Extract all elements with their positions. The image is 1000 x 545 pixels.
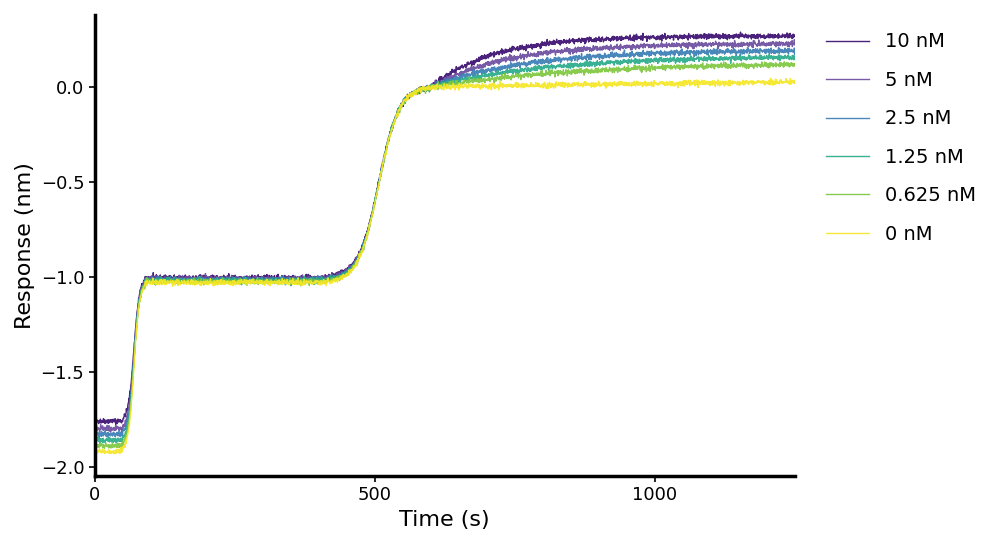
- 5 nM: [360, 232, 372, 238]
- 1.25 nM: [89, 434, 101, 441]
- 2.5 nM: [714, 48, 726, 54]
- 2.5 nM: [479, 66, 491, 73]
- 0 nM: [360, 233, 372, 240]
- 5 nM: [89, 425, 101, 431]
- 0.625 nM: [778, 58, 790, 65]
- Legend: 10 nM, 5 nM, 2.5 nM, 1.25 nM, 0.625 nM, 0 nM: 10 nM, 5 nM, 2.5 nM, 1.25 nM, 0.625 nM, …: [819, 25, 984, 251]
- 10 nM: [659, 33, 671, 40]
- 10 nM: [789, 32, 801, 39]
- 2.5 nM: [659, 52, 671, 58]
- 2.5 nM: [360, 231, 372, 238]
- 5 nM: [688, 44, 700, 51]
- 5 nM: [103, 428, 115, 434]
- 1.25 nM: [94, 440, 106, 446]
- 0 nM: [103, 450, 115, 457]
- 0.625 nM: [789, 63, 801, 69]
- 5 nM: [714, 43, 726, 49]
- 2.5 nM: [93, 434, 105, 440]
- 10 nM: [103, 418, 115, 425]
- Line: 5 nM: 5 nM: [95, 40, 795, 432]
- 10 nM: [360, 231, 372, 237]
- Line: 2.5 nM: 2.5 nM: [95, 47, 795, 437]
- 0 nM: [479, 82, 491, 89]
- 2.5 nM: [103, 431, 115, 437]
- Line: 0 nM: 0 nM: [95, 78, 795, 453]
- 0.625 nM: [103, 441, 115, 448]
- X-axis label: Time (s): Time (s): [399, 510, 490, 530]
- Line: 1.25 nM: 1.25 nM: [95, 54, 795, 443]
- 10 nM: [479, 53, 491, 60]
- 10 nM: [688, 35, 700, 41]
- 0.625 nM: [115, 446, 127, 452]
- 10 nM: [735, 29, 747, 35]
- 5 nM: [789, 41, 801, 48]
- 0 nM: [789, 79, 801, 86]
- 1.25 nM: [659, 58, 671, 64]
- 10 nM: [89, 417, 101, 423]
- 0.625 nM: [714, 64, 726, 70]
- Y-axis label: Response (nm): Response (nm): [15, 162, 35, 329]
- 2.5 nM: [688, 50, 700, 56]
- 0.625 nM: [360, 233, 372, 240]
- 1.25 nM: [103, 439, 115, 445]
- 1.25 nM: [479, 69, 491, 76]
- 1.25 nM: [789, 53, 801, 59]
- 10 nM: [110, 421, 122, 428]
- 0 nM: [714, 80, 726, 86]
- 1.25 nM: [714, 53, 726, 60]
- 0 nM: [89, 447, 101, 454]
- 0 nM: [108, 450, 120, 457]
- 10 nM: [714, 36, 726, 43]
- 5 nM: [659, 42, 671, 49]
- 5 nM: [479, 60, 491, 66]
- 2.5 nM: [773, 44, 785, 51]
- 0 nM: [659, 80, 671, 87]
- 1.25 nM: [360, 233, 372, 240]
- Line: 0.625 nM: 0.625 nM: [95, 62, 795, 449]
- 5 nM: [788, 37, 800, 43]
- 2.5 nM: [789, 48, 801, 54]
- 0.625 nM: [89, 443, 101, 450]
- 0.625 nM: [479, 77, 491, 83]
- 0.625 nM: [688, 64, 700, 71]
- 0 nM: [688, 81, 700, 87]
- 1.25 nM: [763, 51, 775, 58]
- 0.625 nM: [659, 64, 671, 71]
- 0 nM: [765, 75, 777, 81]
- Line: 10 nM: 10 nM: [95, 32, 795, 425]
- 1.25 nM: [688, 57, 700, 63]
- 5 nM: [105, 429, 117, 435]
- 2.5 nM: [89, 432, 101, 438]
